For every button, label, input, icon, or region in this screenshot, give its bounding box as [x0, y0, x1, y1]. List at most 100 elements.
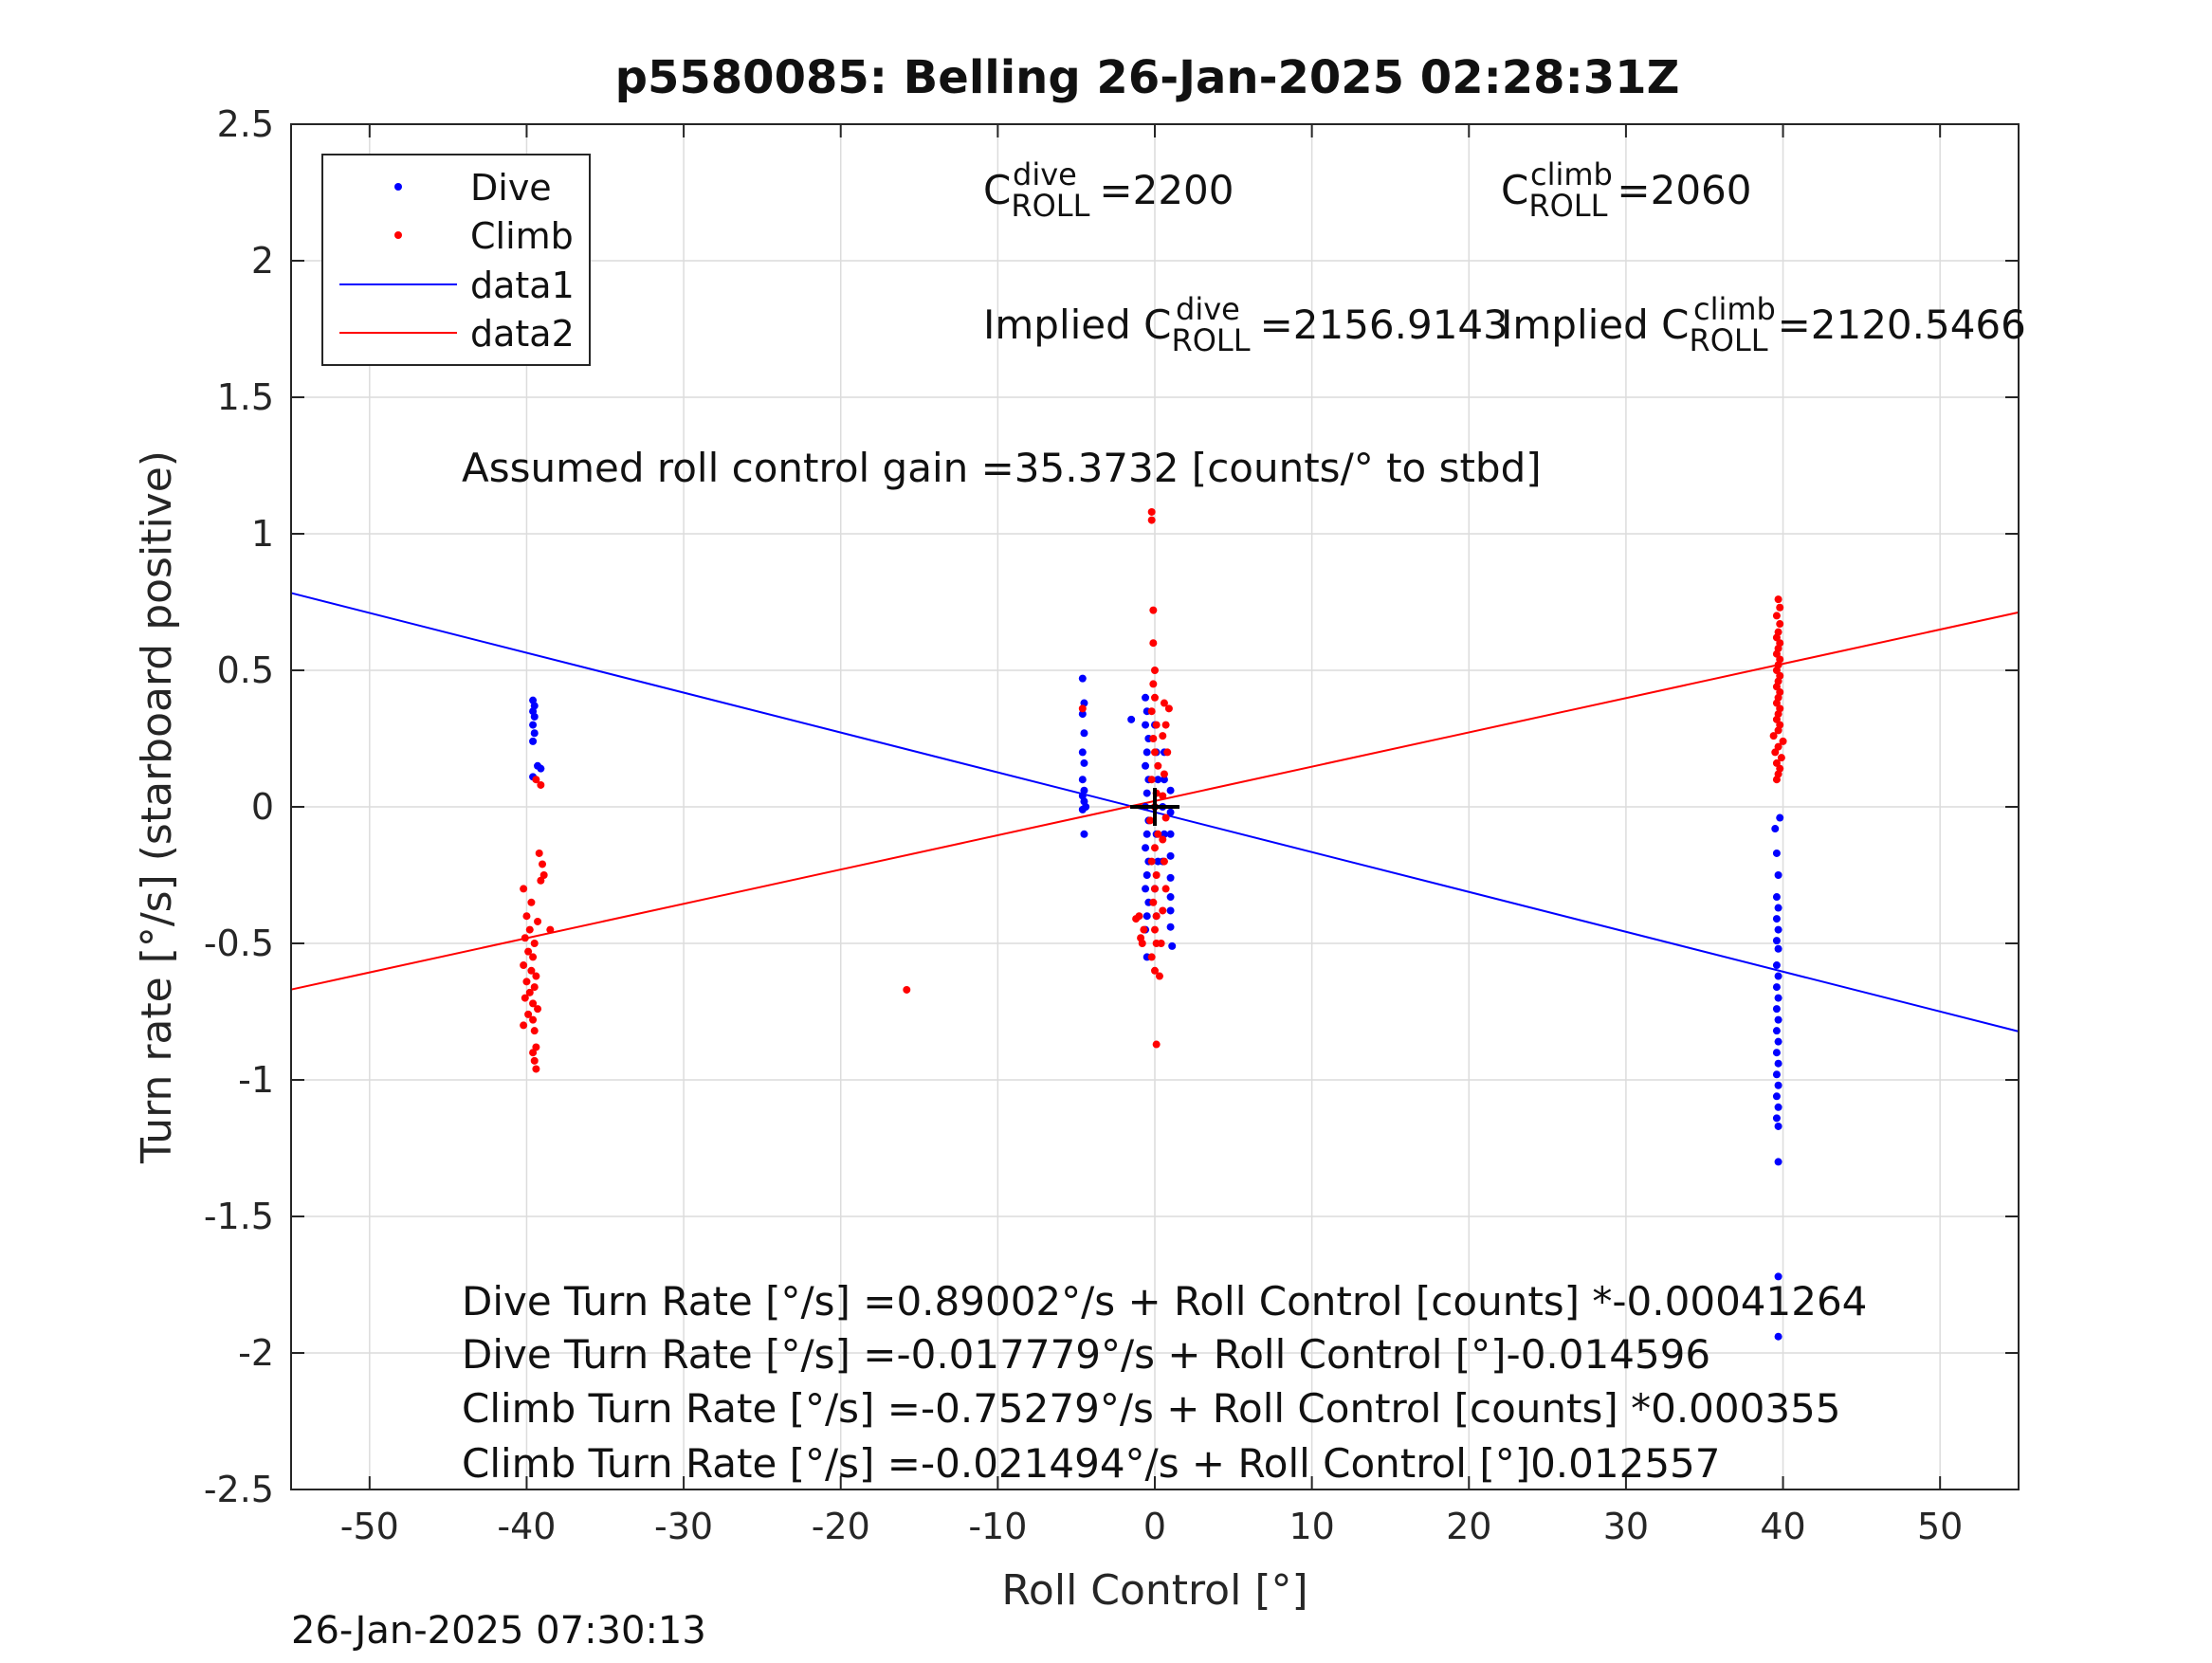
climb-point [1147, 857, 1156, 866]
dive-point [1160, 776, 1168, 784]
gain-annotation: Assumed roll control gain =35.3732 [coun… [462, 445, 1542, 491]
dive-point [1143, 789, 1151, 797]
y-tick-label: -1 [238, 1059, 274, 1101]
dive-point [537, 764, 545, 773]
climb-point [1164, 704, 1173, 713]
legend-climb-marker [394, 231, 402, 239]
climb-point [1774, 726, 1782, 735]
dive-point [1078, 805, 1087, 813]
climb-point [1152, 871, 1161, 879]
climb-point [1161, 721, 1170, 729]
dive-point [529, 721, 538, 729]
climb-point [521, 934, 529, 942]
x-tick-label: 50 [1917, 1506, 1963, 1547]
y-axis-label: Turn rate [°/s] (starboard positive) [133, 450, 181, 1164]
dive-point [1774, 871, 1782, 879]
climb-point [527, 966, 536, 975]
annotation-c-dive: CROLL =2200 dive [983, 156, 1234, 224]
implied-climb-value: =2120.5466 [1778, 302, 2026, 348]
annotation-implied-dive: Implied CROLL =2156.9143 dive [983, 291, 1508, 358]
dive-point [1166, 923, 1175, 931]
fit-line-3: Climb Turn Rate [°/s] =-0.75279°/s + Rol… [462, 1385, 1841, 1432]
dive-point [1774, 1122, 1782, 1130]
dive-point [530, 712, 539, 721]
climb-point [529, 1049, 538, 1057]
c-dive-sup: dive [1013, 156, 1077, 192]
x-tick-label: -10 [968, 1506, 1027, 1547]
climb-point [524, 1010, 533, 1018]
climb-point [535, 849, 543, 857]
dive-point [1142, 844, 1150, 852]
dive-point [1774, 1332, 1782, 1341]
timestamp: 26-Jan-2025 07:30:13 [291, 1609, 706, 1653]
dive-point [1078, 776, 1087, 784]
climb-point [522, 912, 531, 921]
climb-point [1157, 940, 1165, 947]
climb-point [1137, 934, 1145, 942]
dive-point [1142, 693, 1150, 702]
dive-point [1078, 748, 1087, 757]
climb-point [530, 983, 539, 992]
chart-title: p5580085: Belling 26-Jan-2025 02:28:31Z [615, 51, 1680, 104]
c-dive-base: C [983, 167, 1011, 213]
climb-point [546, 925, 555, 934]
dive-point [1772, 915, 1781, 923]
x-tick-label: 40 [1760, 1506, 1805, 1547]
climb-point [1132, 915, 1141, 923]
climb-point [1147, 953, 1156, 961]
dive-point [1166, 786, 1175, 795]
climb-point [1151, 748, 1159, 757]
dive-point [1772, 961, 1781, 970]
climb-point [1152, 721, 1161, 729]
climb-point [1151, 844, 1159, 852]
climb-point [521, 994, 529, 1002]
c-climb-sub: ROLL [1528, 188, 1607, 224]
axis-ticks: -50 -40 -30 -20 -10 0 10 20 30 40 50 2.5 2 1.5 1 0.5 0 -0… [204, 103, 2019, 1547]
dive-point [1774, 944, 1782, 953]
y-tick-label: 0 [251, 786, 274, 828]
implied-dive-prefix: Implied C [983, 302, 1171, 348]
fit-line-1: Dive Turn Rate [°/s] =0.89002°/s + Roll … [462, 1278, 1867, 1325]
climb-point [1772, 776, 1781, 784]
climb-point [1159, 835, 1167, 844]
climb-point [520, 961, 528, 970]
climb-point [1779, 737, 1787, 745]
dive-point [1143, 871, 1151, 879]
dive-point [1774, 1272, 1782, 1281]
climb-point [1155, 972, 1163, 980]
dive-point [1080, 830, 1088, 838]
c-dive-sub: ROLL [1011, 188, 1089, 224]
dive-point [1774, 1015, 1782, 1024]
dive-point [1772, 893, 1781, 902]
fit-line-2: Dive Turn Rate [°/s] =-0.017779°/s + Rol… [462, 1331, 1710, 1378]
dive-point [1774, 925, 1782, 934]
climb-point [529, 1015, 538, 1024]
climb-point [532, 776, 540, 784]
x-tick-label: 30 [1603, 1506, 1649, 1547]
climb-point [532, 972, 540, 980]
climb-point [530, 1027, 539, 1035]
x-tick-label: -50 [340, 1506, 399, 1547]
dive-point [1772, 1027, 1781, 1035]
climb-point [1147, 516, 1156, 524]
climb-point [520, 885, 528, 893]
dive-point [1772, 1092, 1781, 1101]
climb-point [1160, 699, 1168, 707]
dive-point [1774, 1037, 1782, 1046]
climb-point [1151, 925, 1159, 934]
climb-point [1776, 620, 1784, 629]
climb-point [1147, 776, 1156, 784]
c-dive-value: =2200 [1099, 167, 1234, 213]
dive-point [1143, 748, 1151, 757]
climb-point [537, 876, 545, 885]
climb-point [1774, 595, 1782, 604]
dive-point [1142, 885, 1150, 893]
dive-point [530, 729, 539, 738]
climb-point [1159, 792, 1167, 800]
climb-point [1160, 770, 1168, 778]
dive-point [1166, 893, 1175, 902]
climb-point [1161, 813, 1170, 822]
dive-point [1143, 830, 1151, 838]
climb-point [1146, 816, 1155, 825]
